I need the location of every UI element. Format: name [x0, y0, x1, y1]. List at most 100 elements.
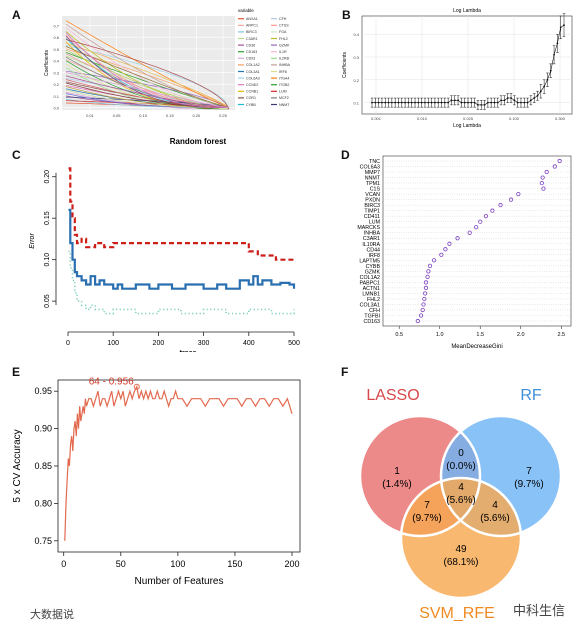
lambda-point [414, 101, 416, 104]
feature-label: COL1A2 [360, 275, 380, 281]
lambda-point [381, 101, 383, 104]
legend-label-a: LUM [279, 90, 287, 94]
importance-point [439, 252, 444, 257]
panel-label-b: B [342, 8, 351, 22]
venn-percent: (0.0%) [446, 461, 475, 472]
y-tick-label-e: 0.75 [34, 536, 52, 546]
x-tick-label-c: 200 [153, 340, 165, 347]
feature-label: GZMK [365, 269, 381, 275]
lambda-point [513, 99, 516, 102]
x-tick-label-b: 0.025 [463, 116, 474, 121]
lambda-point [387, 101, 390, 104]
x-tick-label-b: 0.100 [509, 116, 520, 121]
venn-outline [358, 414, 482, 538]
feature-label: TNC [369, 159, 380, 165]
y-tick-label-b: 0.2 [353, 78, 359, 83]
coefficient-path [65, 75, 230, 109]
lambda-point [516, 101, 519, 104]
lambda-point [430, 101, 433, 104]
lambda-point [483, 103, 486, 106]
legend-label-a: CTSS [279, 24, 289, 28]
venn-count: 4 [492, 500, 498, 511]
venn-count: 7 [424, 500, 430, 511]
importance-point [423, 291, 428, 296]
panel-c: C Random forest 0.05 0.10 0.15 0.20 0 100 200 30… [0, 130, 315, 357]
lambda-point [506, 97, 509, 99]
importance-point [557, 158, 562, 164]
lambda-point [500, 99, 503, 102]
lambda-point [390, 101, 393, 104]
lambda-point [457, 99, 459, 102]
y-tick-label-b: 0.4 [353, 32, 359, 37]
feature-label: COL6A3 [360, 165, 380, 171]
lambda-point [377, 101, 380, 104]
x-tick-label-a: 0.20 [193, 113, 202, 118]
importance-point [418, 313, 424, 318]
x-tick-label-e: 200 [284, 559, 299, 569]
x-tick-label-e: 100 [170, 559, 185, 569]
accuracy-line [64, 384, 293, 541]
x-tick-label-d: 2.0 [517, 332, 525, 338]
importance-point [415, 318, 420, 324]
importance-point [498, 203, 503, 208]
lambda-point [556, 42, 559, 45]
feature-label: LAPTM5 [359, 258, 380, 264]
coefficient-path [65, 20, 230, 109]
plot-frame-e [57, 379, 301, 553]
legend-label-a: GZMK [279, 43, 290, 47]
chart-title-b: Log Lambda [453, 8, 481, 14]
lambda-point [463, 101, 466, 104]
legend-label-a: COL3A1 [246, 70, 260, 74]
legend-label-a: ITGB2 [279, 83, 289, 87]
y-tick-label-a: 0.3 [53, 70, 59, 75]
y-tick-label-a: 0.0 [53, 106, 59, 111]
legend-label-a: FGA [279, 30, 287, 34]
lambda-point [447, 101, 450, 104]
venn-percent: (1.4%) [382, 479, 411, 490]
lambda-point [407, 101, 410, 104]
lambda-point [467, 101, 469, 104]
best-point-annotation: 64 - 0.956 [89, 377, 134, 388]
importance-point [508, 197, 514, 202]
legend-label-a: INHBA [279, 63, 290, 67]
lambda-point [553, 53, 555, 56]
feature-label: IL10RA [362, 242, 380, 248]
x-tick-label-a: 0.15 [166, 113, 175, 118]
lambda-point [520, 101, 522, 104]
lambda-point [559, 26, 562, 29]
coefficient-path [65, 39, 230, 109]
set-label-lasso: LASSO [366, 387, 419, 404]
x-axis-label-e: Number of Features [135, 576, 224, 587]
importance-point [540, 175, 545, 180]
lambda-point [503, 99, 506, 102]
venn-outline [399, 476, 523, 600]
importance-point [443, 247, 448, 252]
feature-label: MARCKS [357, 225, 380, 231]
panel-a: A 0.0 0.1 0.2 0.3 0.4 0.5 0.6 0.7 0.01 0.05 0.10 0.… [0, 0, 326, 130]
importance-point [516, 192, 521, 197]
lambda-point [450, 99, 453, 102]
lambda-point [371, 101, 373, 104]
legend-label-a: IL2RB [279, 57, 290, 61]
lambda-point [404, 101, 407, 104]
lambda-point [397, 101, 400, 104]
importance-point [467, 230, 472, 235]
legend-label-a: CFH [279, 17, 287, 21]
x-tick-label-d: 2.5 [557, 332, 565, 338]
x-tick-label-c: 100 [107, 340, 119, 347]
x-axis-label-d: MeanDecreaseGini [451, 344, 502, 350]
x-tick-label-e: 150 [227, 559, 242, 569]
x-tick-label-a: 0.05 [113, 113, 122, 118]
lambda-point [510, 97, 512, 99]
lambda-point [433, 101, 436, 104]
lambda-point [394, 101, 397, 104]
lambda-point [543, 85, 546, 88]
y-tick-label-b: 0.1 [353, 101, 359, 106]
lambda-point [536, 94, 539, 97]
svm-rfe-accuracy-chart: 0.75 0.80 0.85 0.90 0.95 0 50 100 150 200 Number o… [12, 377, 301, 587]
feature-label: PABPC1 [359, 280, 380, 286]
feature-label: CD44 [366, 247, 380, 253]
feature-label: PXDN [365, 198, 380, 204]
venn-circle-svm-rfe [401, 478, 521, 598]
panel-label-e: E [12, 365, 21, 379]
